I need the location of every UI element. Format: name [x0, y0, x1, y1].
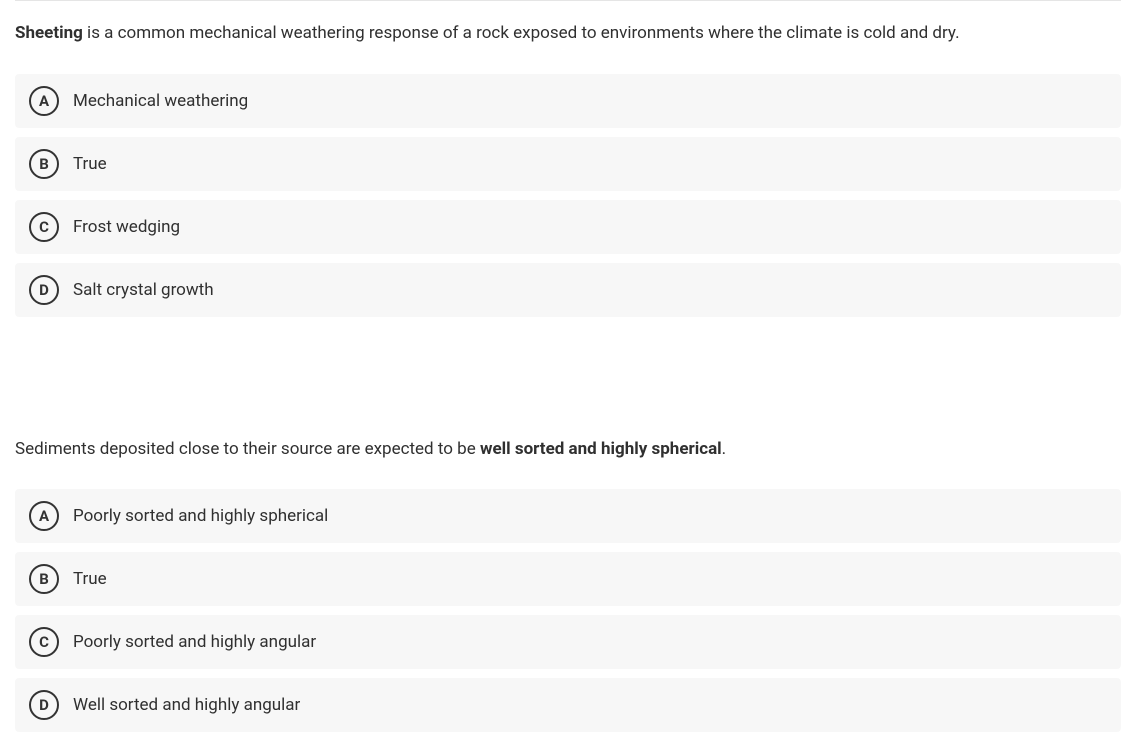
option-1-d[interactable]: D Salt crystal growth	[15, 263, 1121, 317]
option-1-a[interactable]: A Mechanical weathering	[15, 74, 1121, 128]
option-2-a-text: Poorly sorted and highly spherical	[73, 506, 328, 526]
option-letter-b-icon: B	[29, 564, 59, 594]
option-2-d[interactable]: D Well sorted and highly angular	[15, 678, 1121, 732]
question-2-middle: Sediments deposited close to their sourc…	[15, 439, 480, 459]
option-2-c-text: Poorly sorted and highly angular	[73, 632, 316, 652]
question-2: Sediments deposited close to their sourc…	[15, 437, 1121, 733]
option-letter-c-icon: C	[29, 627, 59, 657]
question-2-options: A Poorly sorted and highly spherical B T…	[15, 489, 1121, 732]
question-1-options: A Mechanical weathering B True C Frost w…	[15, 74, 1121, 317]
question-1-middle: is a common mechanical weathering respon…	[83, 23, 960, 43]
option-2-a[interactable]: A Poorly sorted and highly spherical	[15, 489, 1121, 543]
option-1-a-text: Mechanical weathering	[73, 91, 248, 111]
option-2-c[interactable]: C Poorly sorted and highly angular	[15, 615, 1121, 669]
option-1-d-text: Salt crystal growth	[73, 280, 214, 300]
option-2-b-text: True	[73, 569, 107, 589]
option-1-c-text: Frost wedging	[73, 217, 180, 237]
option-letter-b-icon: B	[29, 149, 59, 179]
question-1-bold-prefix: Sheeting	[15, 23, 83, 43]
question-2-tail: .	[722, 439, 726, 459]
question-2-bold-suffix: well sorted and highly spherical	[480, 439, 722, 459]
option-letter-a-icon: A	[29, 86, 59, 116]
option-2-d-text: Well sorted and highly angular	[73, 695, 300, 715]
option-letter-d-icon: D	[29, 690, 59, 720]
top-divider	[15, 0, 1121, 1]
question-2-prompt: Sediments deposited close to their sourc…	[15, 437, 1121, 462]
question-1: Sheeting is a common mechanical weatheri…	[15, 21, 1121, 317]
question-1-prompt: Sheeting is a common mechanical weatheri…	[15, 21, 1121, 46]
option-letter-a-icon: A	[29, 501, 59, 531]
option-1-b[interactable]: B True	[15, 137, 1121, 191]
option-1-b-text: True	[73, 154, 107, 174]
option-letter-d-icon: D	[29, 275, 59, 305]
option-1-c[interactable]: C Frost wedging	[15, 200, 1121, 254]
option-letter-c-icon: C	[29, 212, 59, 242]
option-2-b[interactable]: B True	[15, 552, 1121, 606]
